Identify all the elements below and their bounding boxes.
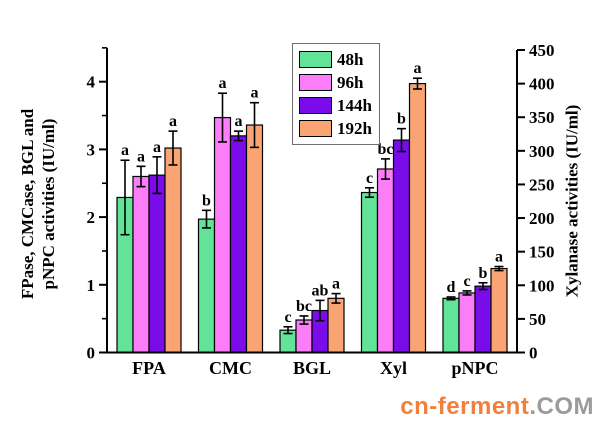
right-axis-tick-label: 150 [529,243,555,262]
legend-swatch [299,51,332,68]
left-axis-title: FPase, CMCase, BGL and pNPC activities (… [17,109,60,299]
category-label: CMC [209,358,252,378]
left-axis-tick-label: 1 [87,276,96,295]
bar [490,267,508,354]
bar [327,297,345,354]
category-label: BGL [293,358,331,378]
right-axis-title: Xylanase activities (IU/ml) [562,104,582,298]
bar [408,83,427,354]
category-label: pNPC [451,358,498,378]
right-axis-tick-label: 100 [529,276,555,295]
significance-letter: b [397,111,406,128]
right-axis-tick-label: 350 [529,108,555,127]
legend-swatch [299,97,332,114]
significance-letter: a [332,276,340,293]
bar [197,218,216,354]
bar [474,285,492,354]
bar [442,297,460,354]
significance-letter: b [202,192,211,209]
legend-item: 192h [299,117,372,140]
left-axis-tick-label: 2 [87,208,96,227]
legend-label: 192h [337,119,372,138]
significance-letter: bc [296,298,312,315]
significance-letter: bc [378,141,394,158]
legend-swatch [299,120,332,137]
left-axis-tick-label: 3 [87,140,96,159]
right-axis-tick-label: 50 [529,310,546,329]
bar [132,175,150,354]
legend-item: 144h [299,94,372,117]
left-axis-tick-label: 4 [87,73,96,92]
bar [164,147,182,354]
bar [458,292,476,354]
significance-letter: a [137,148,145,165]
legend-label: 144h [337,96,372,115]
legend-item: 48h [299,48,372,71]
bar [148,174,166,354]
significance-letter: c [463,273,470,290]
significance-letter: c [284,309,291,326]
bar [392,139,411,354]
watermark: cn-ferment.COM [400,393,594,421]
significance-letter: b [479,265,488,282]
right-axis-tick-label: 250 [529,175,555,194]
legend-label: 48h [337,50,364,69]
watermark-tld: .COM [529,393,594,420]
right-axis-tick-label: 200 [529,209,555,228]
left-axis-tick-label: 0 [87,344,96,363]
significance-letter: ab [312,282,329,299]
significance-letter: a [495,249,503,266]
bar [213,116,232,354]
bar [245,124,264,354]
significance-letter: c [366,170,373,187]
legend: 48h 96h 144h 192h [292,43,380,145]
legend-label: 96h [337,73,364,92]
significance-letter: a [153,139,161,156]
right-axis-tick-label: 400 [529,75,555,94]
bar [360,191,379,354]
significance-letter: d [447,279,456,296]
right-axis-tick-label: 450 [529,41,555,60]
bar [229,135,248,354]
right-axis-tick-label: 0 [529,344,538,363]
right-axis-tick-label: 300 [529,142,555,161]
significance-letter: a [219,75,227,92]
legend-item: 96h [299,71,372,94]
significance-letter: a [414,60,422,77]
significance-letter: a [251,85,259,102]
left-axis-title-line1: FPase, CMCase, BGL and [17,108,37,300]
legend-swatch [299,74,332,91]
category-label: Xyl [380,358,407,378]
significance-letter: a [235,113,243,130]
significance-letter: a [169,113,177,130]
significance-letter: a [121,142,129,159]
watermark-name: cn-ferment [400,393,530,420]
bar [295,319,313,354]
left-axis-title-line2: pNPC activities (IU/ml) [39,118,58,290]
category-label: FPA [132,358,166,378]
bar [376,168,395,354]
